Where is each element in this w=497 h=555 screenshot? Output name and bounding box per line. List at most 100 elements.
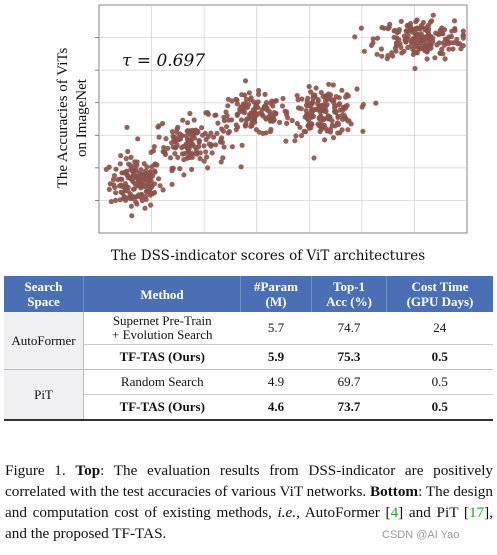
scatter-point [284,120,290,126]
scatter-point [125,148,131,155]
scatter-point [294,120,300,127]
scatter-point [342,105,348,111]
caption-ie: i.e. [277,504,297,521]
scatter-point [233,127,239,133]
scatter-point [329,118,335,124]
scatter-point [181,172,187,178]
scatter-point [358,25,364,31]
scatter-point [156,176,162,182]
table-row: TF-TAS (Ours) 5.9 75.3 0.5 [4,344,493,370]
method-cell: TF-TAS (Ours) [83,394,241,421]
scatter-point [224,124,230,130]
table-row: PiT Random Search 4.9 69.7 0.5 [4,369,493,421]
scatter-point [156,134,162,140]
y-axis-label-line1: The Accuracies of ViTs [55,48,71,189]
method-cell: Random Search [83,369,241,395]
scatter-point [379,53,385,59]
scatter-point [161,149,168,155]
scatter-point [113,197,119,203]
scatter-point [425,39,432,45]
scatter-point [289,117,295,124]
scatter-point [335,114,341,120]
scatter-point [294,93,300,99]
scatter-point [323,125,329,131]
scatter-point [318,117,324,123]
cost-cell: 0.5 [386,394,493,421]
citation-link[interactable]: 17 [468,504,485,521]
scatter-point [384,56,390,62]
scatter-point [348,121,354,127]
scatter-point [185,120,191,126]
scatter-point [411,49,417,55]
scatter-point [233,96,239,102]
scatter-point [256,87,262,94]
scatter-point [292,138,298,144]
scatter-point [253,127,259,133]
scatter-point [398,18,404,24]
scatter-point [184,128,190,134]
scatter-point [339,87,345,93]
scatter-point [213,142,219,148]
scatter-point [160,187,166,193]
scatter-point [370,36,376,42]
scatter-point [412,65,418,72]
scatter-point [399,50,405,56]
scatter-point [211,134,217,140]
caption-bottom-text: : The design and computation cost of exi… [5,483,493,521]
scatter-point [111,182,117,188]
scatter-point [244,116,250,122]
scatter-point [157,183,163,189]
scatter-point [439,25,445,31]
scatter-point [189,127,196,133]
scatter-point [327,129,334,135]
scatter-point [143,174,149,180]
scatter-point [118,189,124,195]
scatter-point [246,90,252,96]
header-search-space: Search Space [4,276,84,312]
scatter-point [151,144,157,150]
scatter-point [177,166,183,172]
scatter-point [460,32,466,38]
scatter-point [115,177,121,183]
scatter-point [134,162,140,168]
scatter-point [432,55,438,61]
scatter-point [187,110,193,117]
scatter-point [354,86,360,92]
scatter-point [311,155,317,161]
scatter-point [106,186,112,192]
cost-cell: 0.5 [386,369,493,395]
scatter-point [239,142,245,148]
scatter-point [242,78,249,84]
scatter-point [183,133,189,139]
scatter-point [148,177,154,183]
scatter-point [378,46,384,52]
scatter-point [152,168,158,174]
scatter-point [229,144,235,150]
scatter-point [201,143,207,149]
scatter-point [160,120,166,127]
scatter-point [297,124,303,130]
scatter-point [313,85,319,91]
citation-link[interactable]: 4 [390,504,399,521]
scatter-point [170,133,176,139]
scatter-point [189,154,195,160]
scatter-point [135,177,141,183]
scatter-point [129,213,135,219]
scatter-point [238,117,245,123]
scatter-point [434,42,440,48]
scatter-point [298,133,305,139]
scatter-point [194,128,200,134]
acc-cell: 75.3 [311,344,387,370]
scatter-point [161,145,167,151]
header-cost: Cost Time (GPU Days) [386,276,493,312]
scatter-point [426,34,432,40]
space-cell: AutoFormer [4,312,84,370]
scatter-point [446,46,452,52]
scatter-point [273,98,279,104]
scatter-point [191,117,197,123]
scatter-point [220,128,227,134]
scatter-point [234,111,240,117]
scatter-point [306,83,312,90]
scatter-point [374,35,381,41]
scatter-point [409,29,415,35]
